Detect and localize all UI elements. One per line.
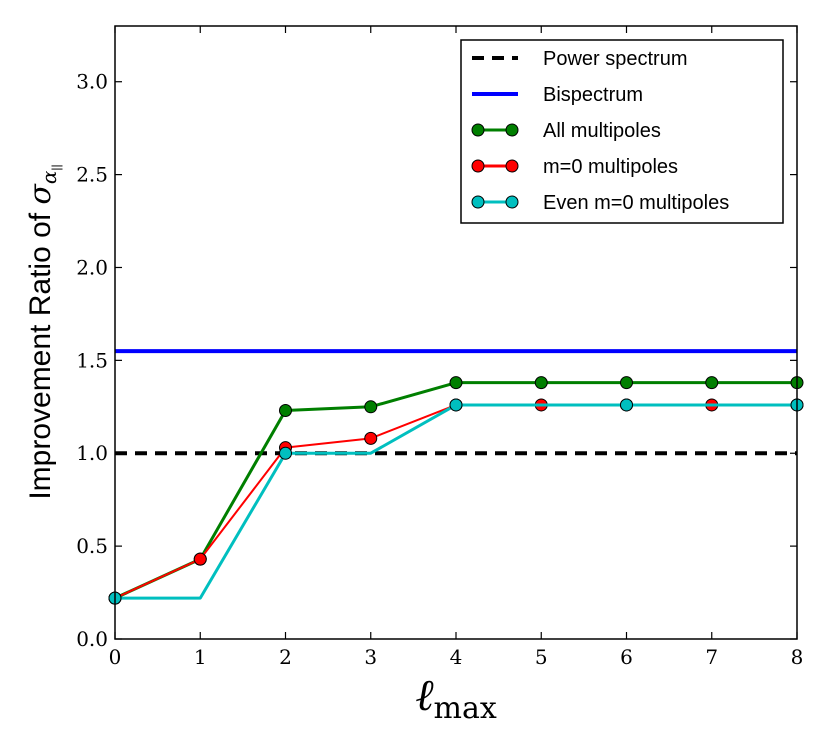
series-4-point xyxy=(449,398,463,412)
series-2-point xyxy=(620,376,633,390)
legend-marker-3-a xyxy=(471,159,485,173)
x-axis-title-symbol: ℓ xyxy=(415,670,434,721)
y-axis-title: Improvement Ratio of σα|| xyxy=(23,164,63,499)
series-4-point xyxy=(279,446,292,460)
series-2-point xyxy=(534,376,548,390)
y-tick-label: 1.0 xyxy=(76,441,108,465)
ticks-layer: 0 1 2 3 4 5 6 7 8 0.0 0.5 1.0 1.5 2.0 2.5 3.0 xyxy=(76,26,803,669)
x-tick-label: 0 xyxy=(109,645,122,669)
legend-marker-2-b xyxy=(505,123,519,137)
legend-marker-4-a xyxy=(471,195,485,209)
series-2-point xyxy=(364,400,378,414)
series-4-point xyxy=(620,398,633,412)
x-tick-label: 6 xyxy=(620,645,633,669)
y-tick-label: 3.0 xyxy=(76,70,108,94)
legend-label: Bispectrum xyxy=(543,84,643,106)
x-tick-label: 4 xyxy=(450,645,463,669)
legend-label: Power spectrum xyxy=(543,48,688,70)
series-3-point xyxy=(193,552,207,566)
legend-marker-4-b xyxy=(505,195,519,209)
legend-marker-2-a xyxy=(471,123,485,137)
y-axis-title-subscript: α xyxy=(37,170,61,184)
series-layer xyxy=(108,349,804,605)
y-tick-label: 2.5 xyxy=(76,163,108,187)
legend-marker-3-b xyxy=(505,159,519,173)
series-3-point xyxy=(364,431,378,445)
legend-items: Power spectrum Bispectrum All multipoles m=… xyxy=(471,48,729,214)
x-tick-label: 3 xyxy=(364,645,377,669)
x-tick-label: 8 xyxy=(791,645,804,669)
legend-label: m=0 multipoles xyxy=(543,156,678,178)
y-axis-title-symbol: σ xyxy=(23,183,58,205)
y-tick-label: 0.0 xyxy=(76,627,108,651)
y-tick-label: 0.5 xyxy=(76,534,108,558)
legend: Power spectrum Bispectrum All multipoles m=… xyxy=(460,39,784,224)
x-tick-label: 2 xyxy=(279,645,292,669)
x-axis-title: ℓmax xyxy=(415,670,497,726)
y-tick-label: 2.0 xyxy=(76,255,108,279)
series-2-point xyxy=(449,376,463,390)
y-axis-title-subsubscript: || xyxy=(49,164,63,170)
x-tick-label: 1 xyxy=(194,645,207,669)
y-tick-label: 1.5 xyxy=(76,348,108,372)
legend-label: All multipoles xyxy=(543,120,661,142)
x-axis-title-subscript: max xyxy=(434,691,497,726)
y-axis-title-text: Improvement Ratio of xyxy=(24,205,57,500)
series-2-point xyxy=(279,404,292,418)
series-2-point xyxy=(705,376,719,390)
x-tick-label: 5 xyxy=(535,645,548,669)
legend-label: Even m=0 multipoles xyxy=(543,192,729,214)
x-tick-label: 7 xyxy=(705,645,718,669)
